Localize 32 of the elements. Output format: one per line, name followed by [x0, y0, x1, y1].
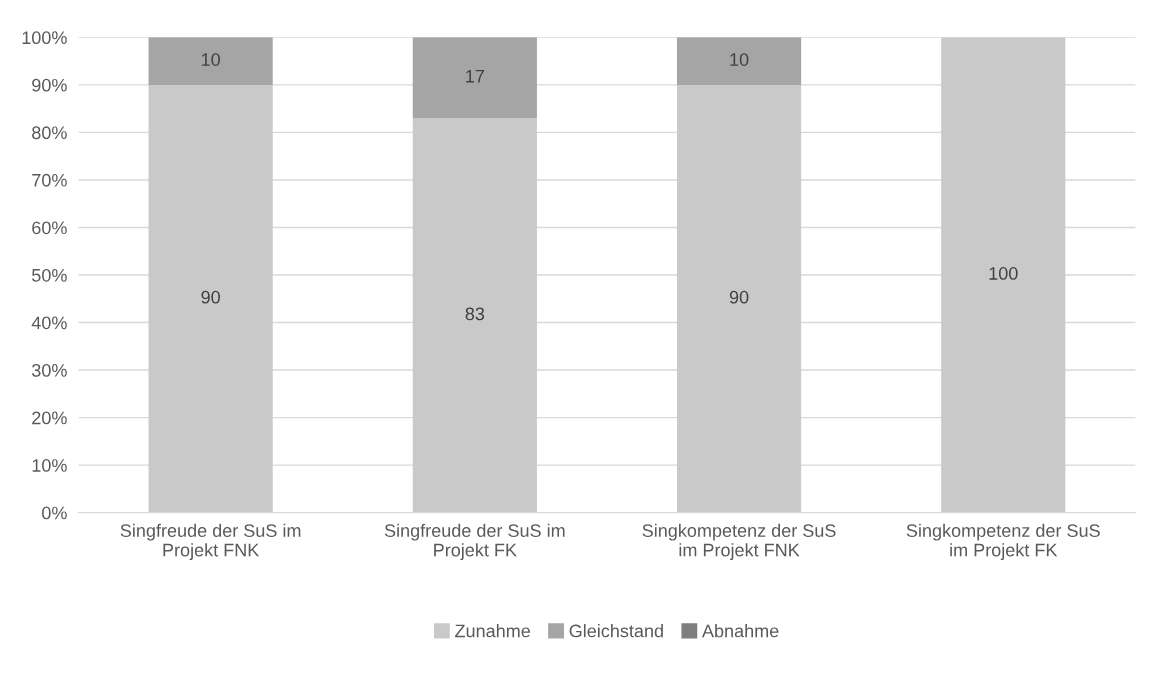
y-tick-label: 90% [32, 78, 67, 92]
y-tick-label: 40% [31, 316, 67, 330]
y-tick-label: 70% [32, 173, 67, 187]
data-label: 17 [466, 69, 484, 83]
y-tick-label: 80% [32, 126, 67, 140]
y-tick-label: 60% [32, 221, 67, 235]
x-tick-label: Singkompetenz der SuS im Projekt FNK [642, 523, 836, 561]
bar [412, 118, 537, 513]
x-tick-label: Singfreude der SuS im Projekt FNK [120, 523, 301, 561]
data-label: 10 [730, 53, 749, 66]
bar [676, 84, 802, 513]
y-tick-label: 100% [22, 31, 67, 45]
y-tick-label: 50% [32, 268, 67, 282]
bar [412, 37, 537, 119]
legend-label: Gleichstand [569, 624, 663, 638]
y-tick-label: 20% [32, 411, 67, 425]
bar [148, 37, 273, 85]
x-tick-label: Singkompetenz der SuS im Projekt FK [906, 523, 1100, 561]
bar [148, 84, 273, 513]
y-tick-label: 10% [32, 459, 67, 472]
legend-label: Abnahme [702, 624, 779, 638]
data-label: 83 [465, 307, 485, 321]
bar [676, 37, 802, 85]
bar [941, 37, 1066, 513]
x-tick-label: Singfreude der SuS im Projekt FK [384, 523, 565, 561]
data-label: 90 [729, 290, 749, 304]
y-tick-label: 0% [42, 506, 67, 520]
data-label: 90 [201, 290, 220, 304]
data-label: 10 [201, 53, 220, 66]
data-label: 100 [989, 267, 1018, 280]
y-tick-label: 30% [31, 363, 67, 377]
legend-label: Zunahme [455, 624, 530, 638]
